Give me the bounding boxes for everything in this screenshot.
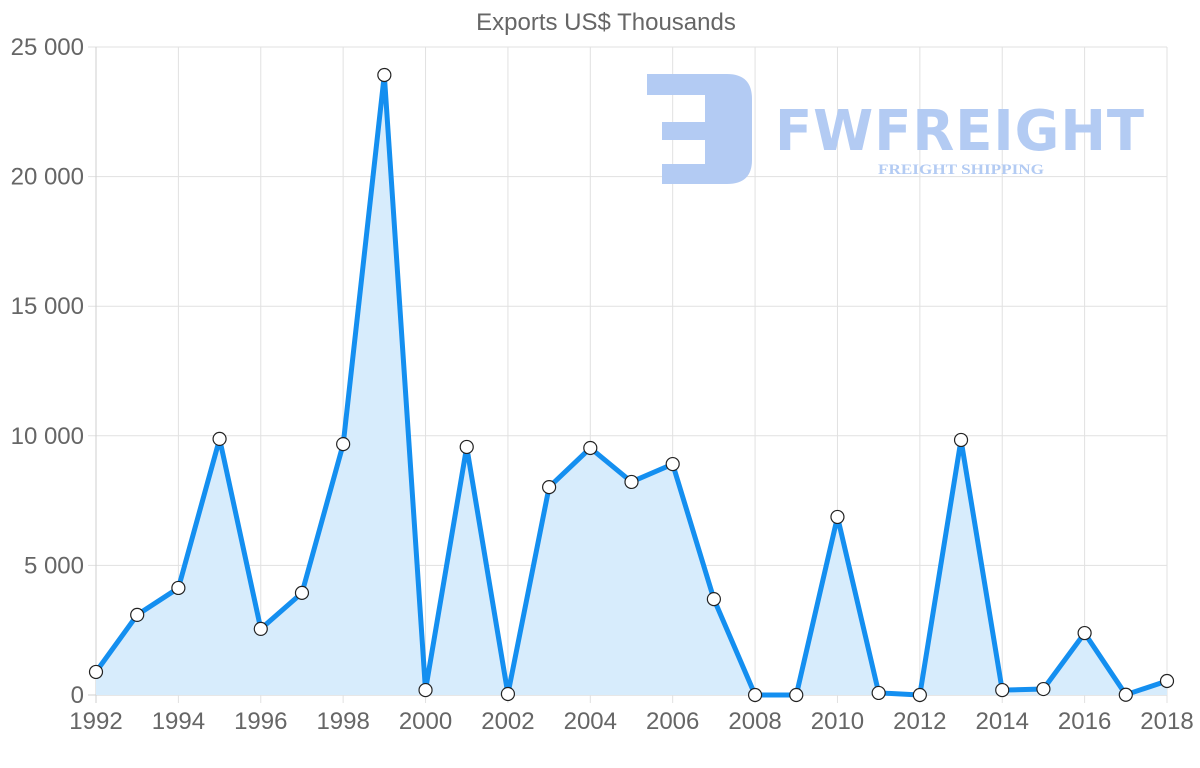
data-point-marker <box>88 664 104 680</box>
data-point-marker <box>459 439 474 455</box>
watermark-brand: FWFREIGHT <box>775 99 1145 164</box>
x-tick-label: 2008 <box>728 708 781 735</box>
x-tick-label: 1996 <box>234 708 287 735</box>
x-tick-label: 2012 <box>893 708 946 735</box>
data-point-marker <box>583 440 598 456</box>
y-tick-label: 20 000 <box>11 164 84 191</box>
data-point-marker <box>171 580 186 596</box>
data-point-marker <box>747 687 763 703</box>
y-axis-ticks: 0 5 000 10 000 15 000 20 000 25 000 <box>11 34 84 709</box>
x-axis-ticks: 1992 1994 1996 1998 2000 2002 2004 2006 2008 2010… <box>69 708 1193 735</box>
data-point-marker <box>871 685 886 701</box>
data-point-marker <box>1077 625 1092 641</box>
data-point-marker <box>665 456 680 472</box>
data-point-marker <box>912 687 927 703</box>
x-tick-label: 2018 <box>1140 708 1193 735</box>
data-point-marker <box>418 682 433 698</box>
data-point-marker <box>377 67 392 83</box>
x-tick-label: 1998 <box>316 708 369 735</box>
data-point-marker <box>624 474 639 490</box>
y-tick-label: 25 000 <box>11 34 84 61</box>
fwfreight-logo-icon <box>647 74 752 184</box>
data-point-marker <box>130 607 145 623</box>
data-point-marker <box>995 682 1010 698</box>
x-tick-label: 2016 <box>1058 708 1111 735</box>
y-tick-label: 5 000 <box>24 552 84 579</box>
data-point-markers <box>88 67 1175 703</box>
series-area-fill <box>96 75 1167 695</box>
x-tick-label: 2010 <box>811 708 864 735</box>
x-tick-label: 2000 <box>399 708 452 735</box>
x-tick-label: 2014 <box>976 708 1029 735</box>
x-tick-label: 1994 <box>152 708 205 735</box>
watermark-tagline: FREIGHT SHIPPING <box>878 162 1044 178</box>
x-tick-label: 2004 <box>564 708 617 735</box>
x-tick-label: 2002 <box>481 708 534 735</box>
x-tick-label: 2006 <box>646 708 699 735</box>
data-point-marker <box>830 509 845 525</box>
data-point-marker <box>1118 687 1133 702</box>
data-point-marker <box>1036 681 1051 697</box>
data-point-marker <box>500 686 516 702</box>
data-point-marker <box>336 436 351 452</box>
x-tick-label: 1992 <box>69 708 122 735</box>
data-point-marker <box>253 621 268 637</box>
data-point-marker <box>212 431 227 447</box>
chart-title: Exports US$ Thousands <box>476 9 736 36</box>
data-point-marker <box>953 432 969 448</box>
y-tick-label: 0 <box>71 682 84 709</box>
data-point-marker <box>1159 673 1175 689</box>
fwfreight-watermark: FWFREIGHT FREIGHT SHIPPING <box>647 74 1145 184</box>
y-tick-label: 15 000 <box>11 293 84 320</box>
data-point-marker <box>294 585 310 600</box>
y-tick-label: 10 000 <box>11 423 84 450</box>
data-point-marker <box>542 480 557 495</box>
data-point-marker <box>706 591 721 607</box>
data-point-marker <box>789 687 804 703</box>
